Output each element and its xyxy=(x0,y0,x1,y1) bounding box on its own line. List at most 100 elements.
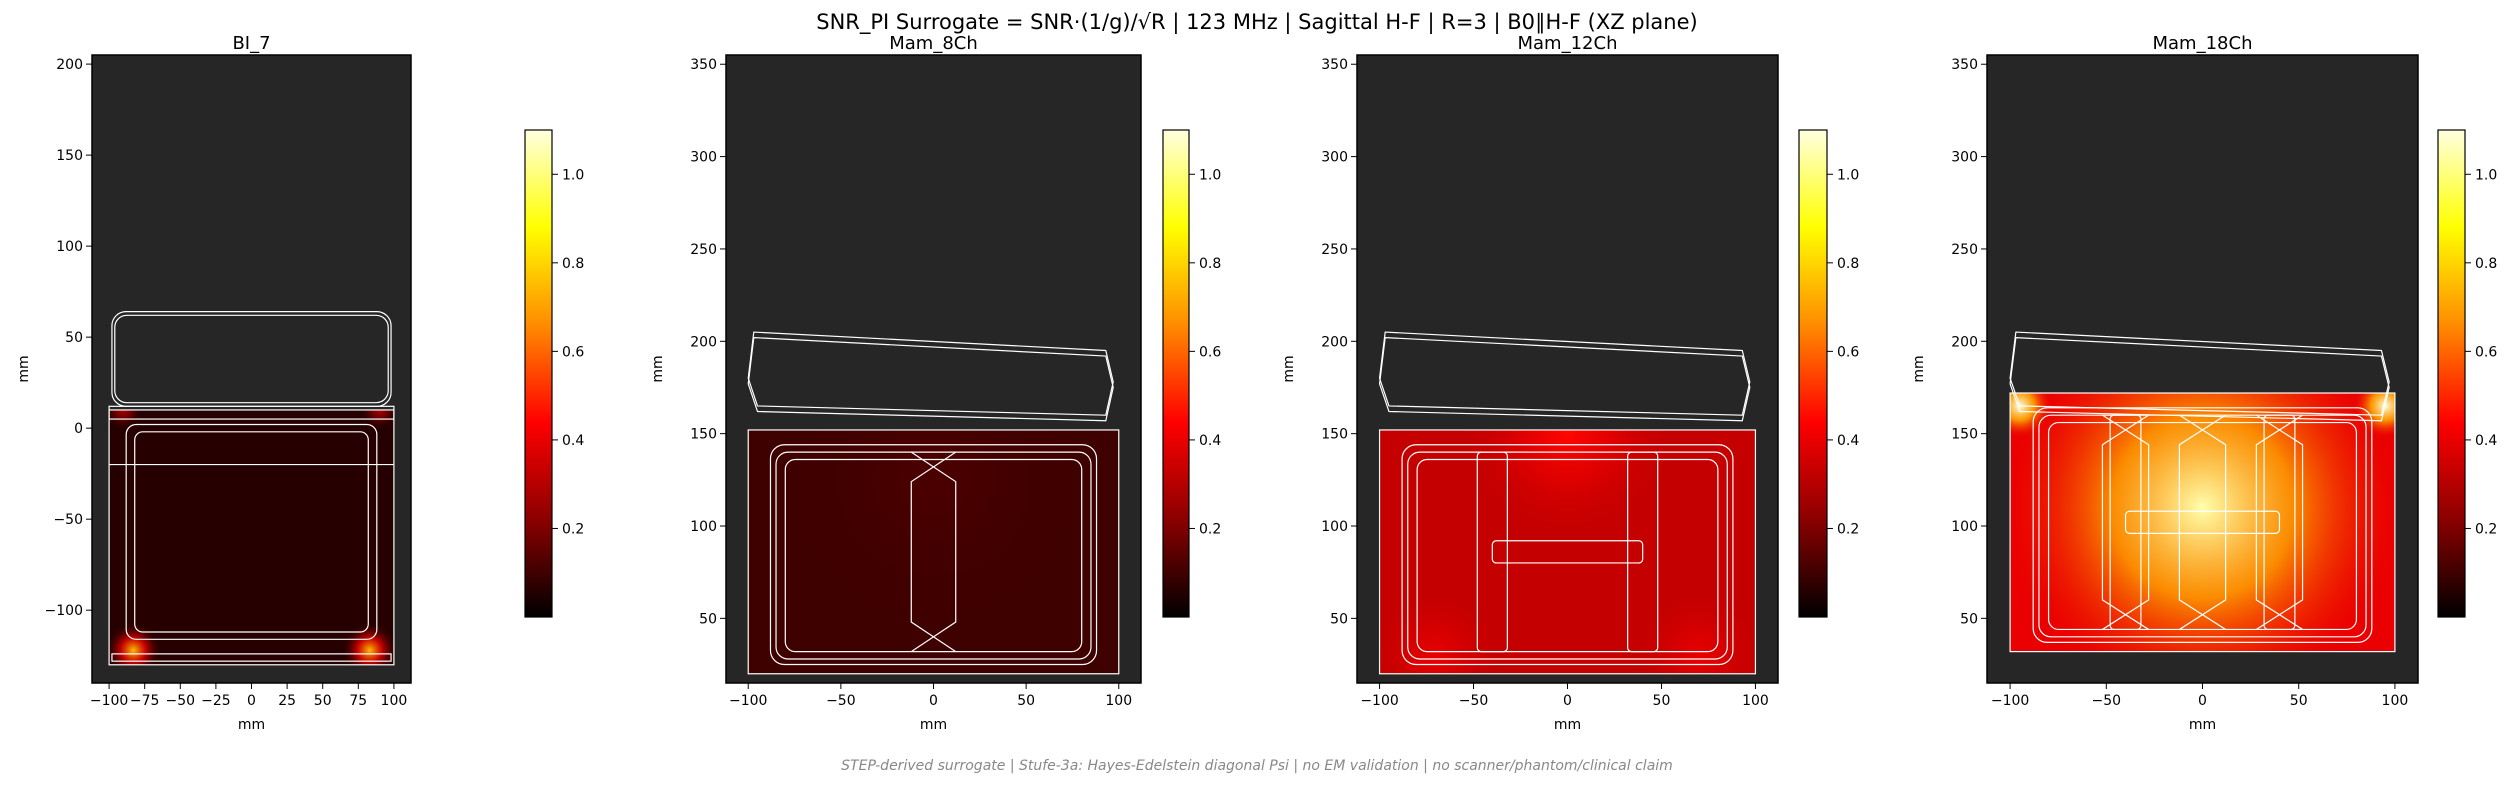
y-tick-label: 200 xyxy=(1951,334,1978,350)
heatmap-field xyxy=(109,409,394,665)
y-tick-label: 350 xyxy=(690,57,717,73)
y-tick-label: 50 xyxy=(1960,611,1978,627)
x-tick-label: 50 xyxy=(2290,693,2308,709)
x-tick-label: −100 xyxy=(90,693,128,709)
colorbar-tick-label: 0.2 xyxy=(1199,521,1221,537)
field-boundary xyxy=(1378,429,1757,675)
coil-outline-top-inner xyxy=(114,314,389,404)
colorbar-tick-label: 1.0 xyxy=(1837,167,1859,183)
y-tick-label: 350 xyxy=(1321,57,1348,73)
y-axis-label: mm xyxy=(1911,355,1927,382)
y-axis-label: mm xyxy=(16,355,32,382)
coil-outline-top xyxy=(2009,331,2390,416)
y-tick-label: 0 xyxy=(74,421,83,437)
panel-title: Mam_8Ch xyxy=(889,33,978,54)
y-tick-label: 150 xyxy=(690,427,717,443)
coil-outline-main xyxy=(125,423,378,640)
x-tick-label: 75 xyxy=(349,693,367,709)
colorbar-tick-label: 1.0 xyxy=(562,167,584,183)
colorbar-tick-label: 0.2 xyxy=(1837,521,1859,537)
coil-outline-main xyxy=(1407,451,1728,660)
field-baseline xyxy=(109,409,394,665)
x-tick-label: −100 xyxy=(1360,693,1398,709)
x-tick-label: 100 xyxy=(1105,693,1132,709)
panel-bi-7: −100 −75 −50 −25 0 25 50 75 100−100−500501001502… xyxy=(16,33,584,733)
coil-outline-main-inner xyxy=(784,458,1083,653)
coil-outline-main-inner xyxy=(1416,458,1719,653)
coil-crossbar xyxy=(1491,540,1644,564)
panel-mam-12ch: −100 −50 0 50 100 50 100 150 200 250 300 350 mm mm Mam… xyxy=(1281,33,1859,733)
y-tick-label: 200 xyxy=(690,334,717,350)
coil-rung xyxy=(1627,451,1659,653)
colorbar-tick-label: 0.6 xyxy=(1837,344,1859,360)
colorbar-tick-label: 0.8 xyxy=(2475,256,2497,272)
coil-outlines xyxy=(2009,331,2396,653)
colorbar-tick-label: 0.4 xyxy=(1837,433,1859,449)
x-tick-label: 0 xyxy=(1563,693,1572,709)
y-tick-label: −100 xyxy=(45,603,83,619)
y-tick-label: 200 xyxy=(56,57,83,73)
coil-outline-outer xyxy=(2032,407,2373,643)
coil-outline-top-inner xyxy=(1378,337,1751,422)
coil-outline-top xyxy=(747,331,1114,416)
coil-ladder xyxy=(2255,414,2303,630)
coil-ladder xyxy=(2178,414,2226,630)
y-tick-label: 200 xyxy=(1321,334,1348,350)
x-axis-label: mm xyxy=(1554,717,1581,733)
coil-ladder xyxy=(2101,414,2149,630)
coil-outline-main xyxy=(775,451,1092,660)
coil-outline-top-inner xyxy=(747,337,1114,422)
x-tick-label: 50 xyxy=(1653,693,1671,709)
coil-rung xyxy=(1476,451,1508,653)
y-axis-label: mm xyxy=(1281,355,1297,382)
y-tick-label: 250 xyxy=(1321,242,1348,258)
y-tick-label: 100 xyxy=(56,239,83,255)
colorbar-tick-label: 0.6 xyxy=(562,344,584,360)
y-tick-label: 300 xyxy=(1951,150,1978,166)
coil-outline-outer xyxy=(769,444,1098,666)
coil-strip xyxy=(108,405,395,420)
coil-outline-main-inner xyxy=(134,431,369,633)
colorbar-tick-label: 0.8 xyxy=(1199,256,1221,272)
coil-rung xyxy=(2263,414,2296,631)
y-tick-label: 300 xyxy=(690,150,717,166)
x-tick-label: 0 xyxy=(2198,693,2207,709)
x-tick-label: −100 xyxy=(729,693,767,709)
y-tick-label: 100 xyxy=(690,519,717,535)
heatmap-field xyxy=(748,429,1119,674)
y-tick-label: −50 xyxy=(53,512,83,528)
heatmap-hotspot xyxy=(1379,589,1502,674)
coil-ladder xyxy=(910,451,957,653)
heatmap-field xyxy=(2010,393,2395,652)
y-tick-label: 50 xyxy=(1330,611,1348,627)
coil-outline-top xyxy=(1378,331,1751,416)
coil-outlines xyxy=(1378,331,1757,675)
heatmap-hotspot xyxy=(2010,393,2395,652)
y-tick-label: 250 xyxy=(690,242,717,258)
x-tick-label: −50 xyxy=(2092,693,2122,709)
y-tick-label: 250 xyxy=(1951,242,1978,258)
field-boundary xyxy=(2009,392,2396,653)
x-tick-label: −25 xyxy=(201,693,231,709)
x-tick-label: −50 xyxy=(166,693,196,709)
x-axis-label: mm xyxy=(238,717,265,733)
coil-rung xyxy=(2109,414,2142,631)
colorbar-tick-label: 1.0 xyxy=(2475,167,2497,183)
coil-crossbar xyxy=(2124,510,2281,534)
colorbar-tick-label: 1.0 xyxy=(1199,167,1221,183)
colorbar-tick-label: 0.2 xyxy=(562,521,584,537)
panel-title: BI_7 xyxy=(232,33,270,54)
figure-footer: STEP-derived surrogate | Stufe-3a: Hayes… xyxy=(841,758,1673,774)
colorbar-tick-label: 0.2 xyxy=(2475,521,2497,537)
x-tick-label: 0 xyxy=(247,693,256,709)
coil-outline-top-inner xyxy=(2009,337,2390,422)
x-tick-label: −100 xyxy=(1991,693,2029,709)
y-tick-label: 150 xyxy=(1321,427,1348,443)
x-tick-label: 50 xyxy=(314,693,332,709)
x-axis-label: mm xyxy=(920,717,947,733)
x-axis-label: mm xyxy=(2189,717,2216,733)
x-tick-label: −50 xyxy=(826,693,856,709)
heatmap-hotspot xyxy=(1462,429,1673,539)
y-tick-label: 50 xyxy=(699,611,717,627)
coil-outline-outer xyxy=(1401,444,1734,666)
